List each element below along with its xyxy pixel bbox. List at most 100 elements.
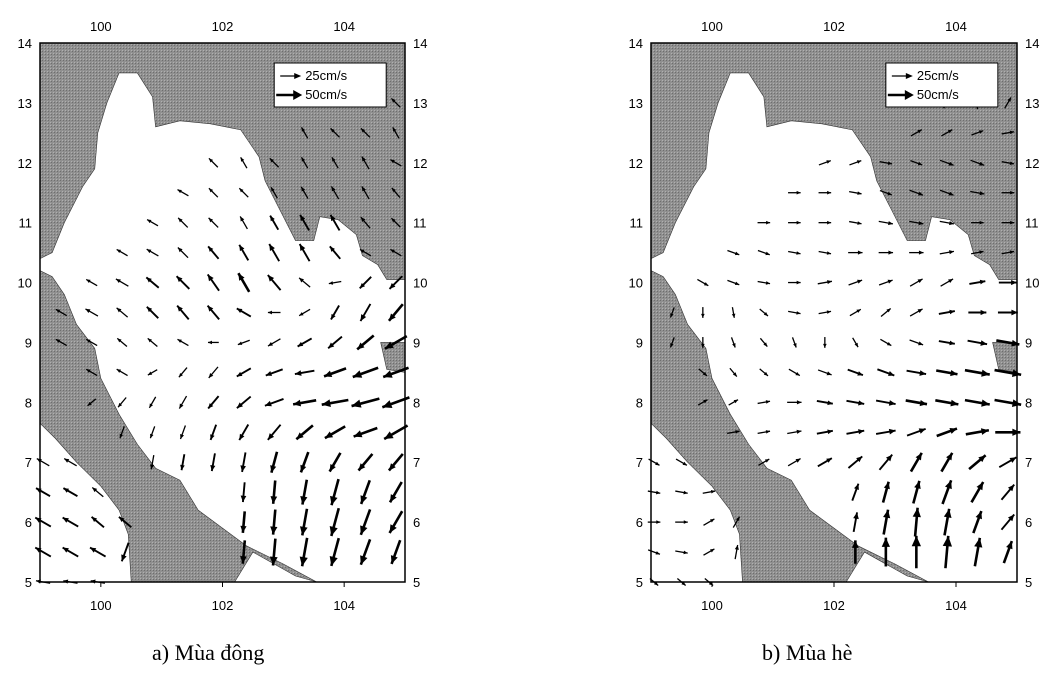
current-arrow (847, 368, 864, 377)
current-arrow (361, 156, 370, 170)
current-arrow (939, 189, 954, 196)
current-arrow (675, 550, 688, 555)
current-arrow (331, 156, 339, 169)
current-arrow (390, 159, 402, 167)
current-arrow (267, 338, 281, 347)
current-arrow (939, 220, 955, 226)
x-tick-label-bottom: 100 (701, 598, 723, 613)
current-arrow (351, 397, 380, 408)
land-malay-peninsula (650, 270, 929, 583)
current-arrow (207, 395, 220, 410)
current-arrow (912, 507, 921, 537)
current-arrow (177, 217, 189, 228)
current-arrow (647, 490, 661, 495)
current-arrow (1000, 483, 1015, 501)
current-arrow (1000, 513, 1015, 531)
current-arrow (237, 272, 251, 293)
current-arrow (119, 426, 125, 439)
current-arrow (390, 217, 401, 228)
current-arrow (85, 278, 98, 287)
current-arrow (390, 539, 402, 565)
current-arrow (905, 399, 928, 407)
current-arrow (361, 186, 370, 200)
current-arrow (964, 398, 990, 407)
x-tick-label-bottom: 102 (212, 598, 234, 613)
y-tick-label-left: 13 (629, 96, 643, 111)
current-arrow (675, 490, 688, 495)
current-arrow (240, 511, 247, 533)
current-arrow (295, 424, 314, 441)
current-arrow (330, 127, 340, 138)
current-arrow (910, 129, 923, 137)
legend-small-arrow (280, 73, 302, 79)
current-arrow (382, 366, 410, 379)
current-arrow (90, 579, 105, 584)
current-arrow (852, 512, 859, 533)
current-arrow (359, 248, 372, 257)
current-arrow (971, 250, 984, 255)
current-arrow (62, 516, 79, 528)
current-arrow (85, 368, 98, 377)
current-arrow (178, 367, 188, 378)
current-arrow (392, 127, 400, 139)
current-arrow (206, 273, 220, 292)
y-tick-label-left: 10 (629, 276, 643, 291)
y-tick-label-right: 9 (413, 335, 420, 350)
legend-small-arrow (891, 73, 913, 79)
current-arrow (669, 307, 675, 318)
current-arrow (938, 309, 955, 315)
legend-small-label: 25cm/s (305, 68, 347, 83)
current-arrow (240, 452, 247, 473)
current-arrow (299, 451, 310, 473)
current-arrow (788, 220, 801, 225)
current-arrow (55, 308, 68, 317)
current-arrow (240, 540, 247, 564)
current-arrow (727, 249, 740, 256)
current-arrow (236, 395, 252, 409)
current-arrow (1001, 250, 1015, 255)
legend-large-arrow (887, 90, 914, 100)
current-arrow (85, 308, 99, 317)
current-arrow (935, 399, 959, 407)
current-arrow (390, 97, 401, 108)
current-arrow (849, 160, 862, 166)
current-arrow (116, 337, 128, 347)
current-arrow (299, 214, 310, 231)
current-arrow (240, 482, 247, 503)
current-arrow (1001, 130, 1015, 135)
current-arrow (911, 535, 922, 569)
current-arrow (176, 304, 190, 321)
current-arrow (63, 579, 78, 584)
current-arrow (846, 399, 865, 406)
current-arrow (85, 338, 98, 347)
current-arrow (818, 190, 832, 195)
current-arrow (878, 250, 894, 255)
current-arrow (34, 516, 52, 528)
current-arrow (969, 279, 986, 285)
y-tick-label-left: 9 (636, 335, 643, 350)
y-tick-label-left: 11 (630, 216, 644, 231)
current-arrow (880, 307, 892, 318)
x-tick-label-bottom: 100 (90, 598, 112, 613)
current-arrow (269, 215, 280, 231)
current-arrow (940, 278, 954, 287)
x-tick-label-top: 104 (945, 19, 967, 34)
caption-summer: b) Mùa hè (762, 640, 853, 665)
current-arrow (118, 516, 132, 529)
y-tick-label-left: 7 (25, 455, 32, 470)
current-arrow (91, 487, 104, 498)
current-arrow (909, 339, 924, 346)
current-arrow (146, 248, 159, 257)
current-arrow (298, 243, 311, 262)
current-arrow (357, 453, 374, 472)
current-arrow (236, 307, 252, 318)
current-arrow (703, 548, 715, 556)
current-arrow (996, 339, 1020, 347)
current-arrow (360, 216, 371, 229)
current-arrow (757, 249, 770, 256)
current-arrow (330, 186, 340, 200)
current-arrow (329, 245, 341, 260)
current-arrow (878, 220, 894, 226)
current-arrow (758, 458, 770, 466)
